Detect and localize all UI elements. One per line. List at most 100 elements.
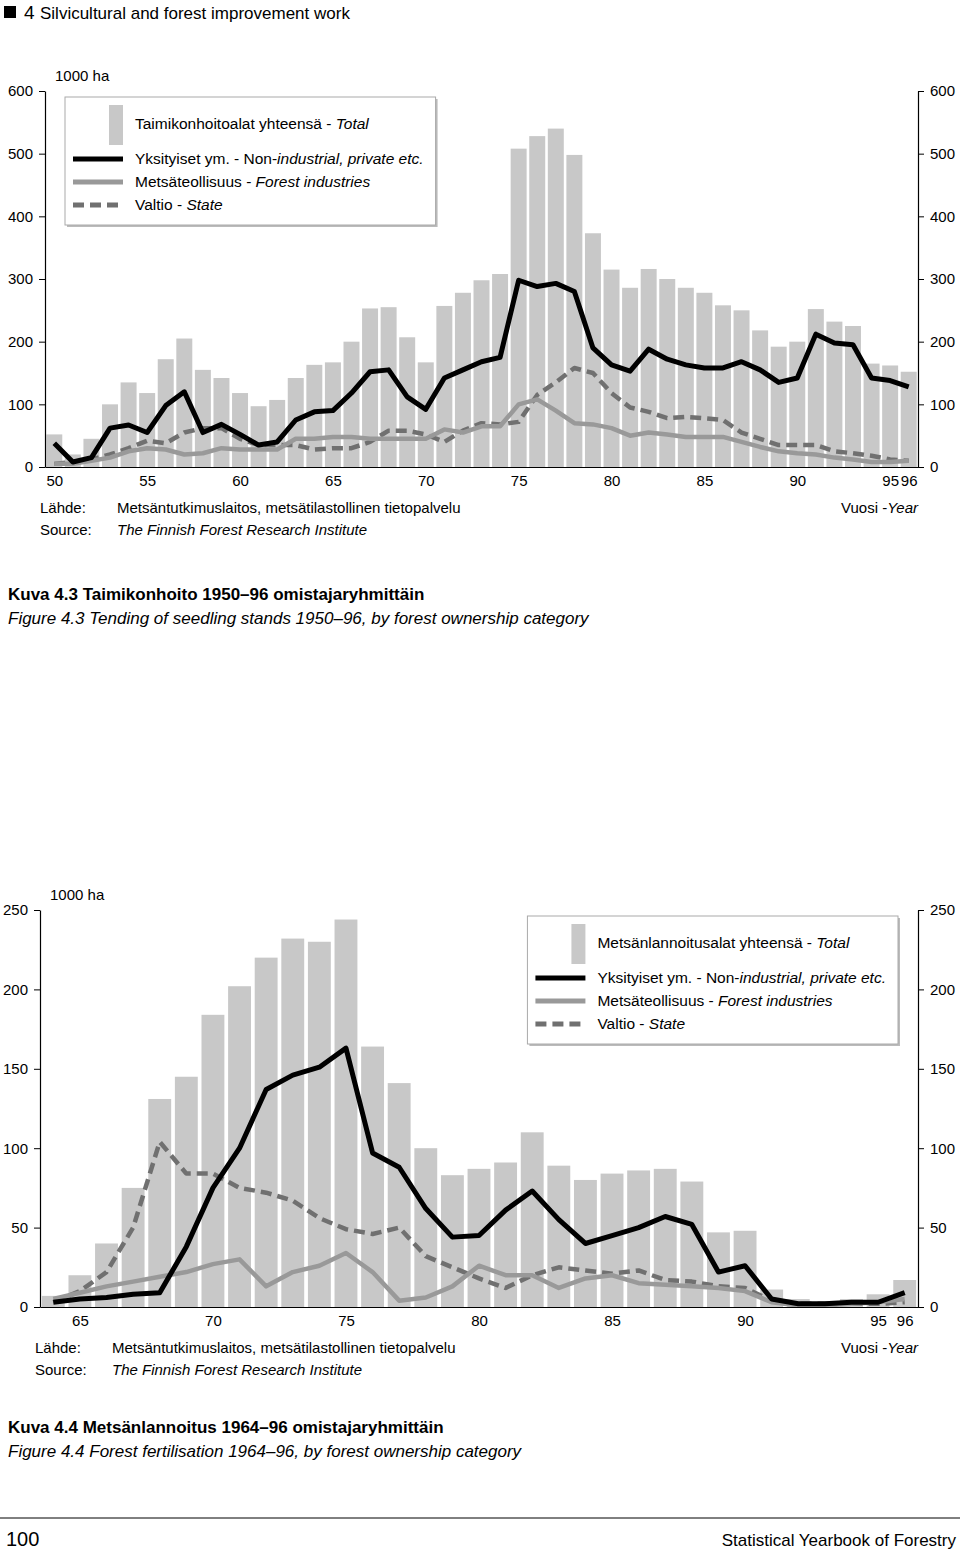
- legend-swatch: [571, 924, 585, 964]
- tick-label: 200: [930, 981, 955, 998]
- bar: [696, 293, 712, 467]
- tick-mark: [918, 1228, 924, 1229]
- axis: 6570758085909596: [41, 1307, 919, 1329]
- chart-subtitle: Figure 4.4 Forest fertilisation 1964–96,…: [8, 1442, 523, 1461]
- tick-label: 0: [20, 1298, 28, 1315]
- legend-label: Valtio - State: [597, 1015, 685, 1032]
- source-text: Lähde:: [35, 1339, 81, 1356]
- tick-label: 400: [8, 208, 33, 225]
- tick-mark: [39, 91, 45, 92]
- tick: 500: [8, 145, 45, 162]
- tick-label: 500: [8, 145, 33, 162]
- tick: 600: [8, 82, 45, 99]
- source-text: Source:: [35, 1361, 87, 1378]
- axis-title: Vuosi -Year: [841, 1339, 919, 1356]
- tick-mark: [918, 1148, 924, 1149]
- bar: [678, 288, 694, 467]
- source-text: Lähde:: [40, 499, 86, 516]
- tick-label: 65: [72, 1312, 89, 1329]
- tick: 0: [918, 458, 938, 475]
- bar: [474, 280, 490, 467]
- tick-mark: [39, 342, 45, 343]
- tick-label: 100: [3, 1140, 28, 1157]
- tick-label: 0: [930, 1298, 938, 1315]
- legend-label: Yksityiset ym. - Non-industrial, private…: [135, 150, 424, 167]
- tick-label: 200: [930, 333, 955, 350]
- tick-mark: [34, 1148, 40, 1149]
- tick-label: 150: [930, 1060, 955, 1077]
- tick-mark: [918, 279, 924, 280]
- line: [53, 1048, 904, 1304]
- tick-label: 50: [46, 472, 63, 489]
- legend-swatch: [535, 1022, 585, 1027]
- axis-line: [918, 911, 919, 1308]
- tick-label: 90: [789, 472, 806, 489]
- tick: 95: [882, 467, 899, 489]
- tick: 300: [918, 270, 955, 287]
- tick-mark: [918, 467, 924, 468]
- tick: 300: [8, 270, 45, 287]
- legend-swatch: [109, 105, 123, 145]
- line: [54, 280, 908, 462]
- footer-title: Statistical Yearbook of Forestry: [722, 1531, 957, 1550]
- tick: 80: [471, 1307, 488, 1329]
- tick-label: 300: [930, 270, 955, 287]
- legend-swatch: [73, 157, 123, 162]
- legend-swatch: [73, 180, 123, 185]
- tick-mark: [918, 91, 924, 92]
- legend-swatch: [73, 203, 123, 208]
- source-text: Source:: [40, 521, 92, 538]
- tick: 50: [918, 1219, 947, 1236]
- tick-label: 96: [897, 1312, 914, 1329]
- tick-label: 60: [232, 472, 249, 489]
- bar: [455, 293, 471, 467]
- tick-mark: [34, 1307, 40, 1308]
- legend-label: Valtio - State: [135, 196, 223, 213]
- tick-mark: [39, 404, 45, 405]
- tick-mark: [918, 154, 924, 155]
- tick-mark: [34, 1228, 40, 1229]
- bar: [335, 920, 358, 1307]
- tick-label: 80: [604, 472, 621, 489]
- tick: 85: [604, 1307, 621, 1329]
- tick: 70: [205, 1307, 222, 1329]
- tick: 60: [232, 467, 249, 489]
- source-text: The Finnish Forest Research Institute: [117, 521, 367, 538]
- tick: 200: [8, 333, 45, 350]
- bar: [414, 1148, 437, 1307]
- header-square: [4, 6, 16, 18]
- tick-label: 70: [418, 472, 435, 489]
- section-number: 4: [24, 2, 35, 23]
- tick: 100: [918, 396, 955, 413]
- tick: 50: [46, 467, 63, 489]
- tick: 250: [918, 901, 955, 918]
- legend-label: Metsäteollisuus - Forest industries: [597, 992, 832, 1009]
- tick: 500: [918, 145, 955, 162]
- tick: 96: [897, 1307, 914, 1329]
- tick-mark: [918, 989, 924, 990]
- chart-title: Kuva 4.3 Taimikonhoito 1950–96 omistajar…: [8, 585, 424, 604]
- axis-title: 1000 ha: [50, 886, 105, 903]
- legend: Metsänlannoitusalat yhteensä - TotalYksi…: [527, 916, 900, 1046]
- tick: 55: [139, 467, 156, 489]
- tick-mark: [34, 1069, 40, 1070]
- tick-label: 200: [3, 981, 28, 998]
- chart: 0501001502002500501001502002506570758085…: [3, 886, 955, 1461]
- chart: 0100200300400500600010020030040050060050…: [8, 67, 955, 628]
- tick-label: 50: [11, 1219, 28, 1236]
- tick: 75: [511, 467, 528, 489]
- legend-box: [65, 97, 436, 225]
- tick-mark: [918, 342, 924, 343]
- tick: 0: [25, 458, 45, 475]
- axis: 0100200300400500600: [8, 82, 46, 475]
- tick-label: 300: [8, 270, 33, 287]
- axis: 050100150200250: [3, 901, 41, 1315]
- tick: 80: [604, 467, 621, 489]
- tick-label: 400: [930, 208, 955, 225]
- legend-box: [527, 916, 898, 1044]
- tick-label: 200: [8, 333, 33, 350]
- bar: [418, 362, 434, 467]
- tick-mark: [918, 1307, 924, 1308]
- bar: [529, 136, 545, 467]
- bar: [641, 269, 657, 467]
